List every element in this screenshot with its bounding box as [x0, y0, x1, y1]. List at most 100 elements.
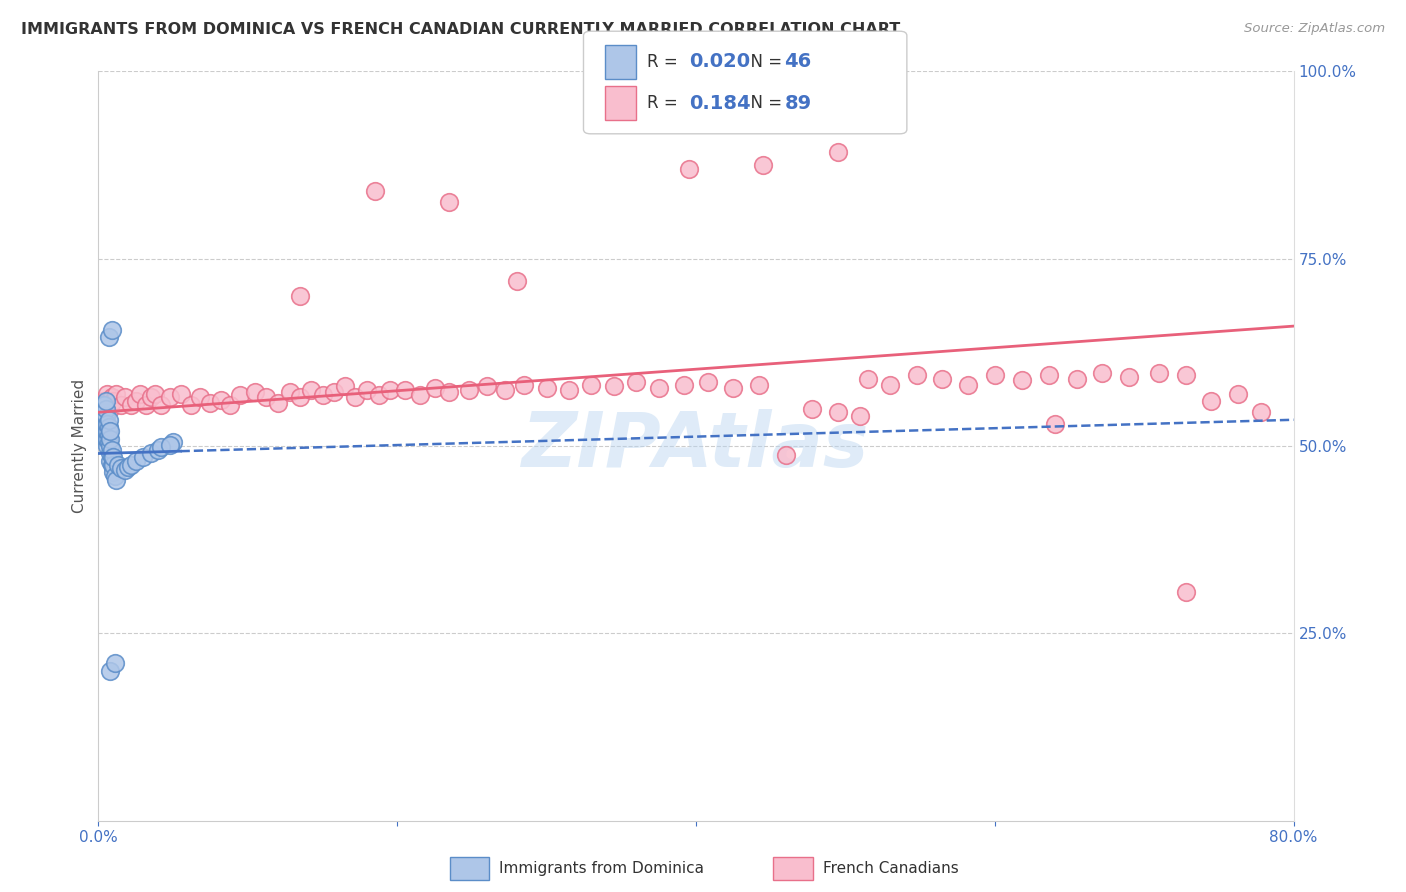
Point — [98, 454, 122, 468]
Point — [723, 380, 745, 394]
Point — [139, 446, 162, 460]
Point — [150, 398, 173, 412]
Point — [1227, 386, 1250, 401]
Point — [254, 390, 277, 404]
Point — [775, 448, 797, 462]
Point — [333, 379, 356, 393]
Point — [96, 424, 118, 438]
Point — [98, 664, 122, 678]
Text: ZIPAtlas: ZIPAtlas — [522, 409, 870, 483]
Point — [378, 383, 401, 397]
Point — [105, 386, 128, 401]
Text: 89: 89 — [785, 94, 811, 112]
Point — [98, 424, 122, 438]
Point — [98, 401, 122, 416]
Point — [1011, 373, 1033, 387]
Point — [801, 401, 824, 416]
Point — [159, 390, 181, 404]
Point — [97, 413, 120, 427]
Point — [96, 386, 118, 401]
Point — [536, 380, 558, 394]
Point — [162, 435, 184, 450]
Point — [200, 395, 222, 409]
Point — [299, 383, 322, 397]
Point — [506, 274, 529, 288]
Point — [105, 473, 128, 487]
Point — [956, 377, 979, 392]
Text: 0.020: 0.020 — [689, 53, 749, 71]
Point — [94, 394, 117, 409]
Point — [143, 386, 166, 401]
Point — [150, 441, 173, 455]
Point — [219, 398, 242, 412]
Point — [1175, 368, 1198, 382]
Point — [581, 377, 603, 392]
Point — [148, 442, 170, 457]
Point — [103, 458, 125, 472]
Point — [558, 383, 581, 397]
Point — [120, 458, 142, 472]
Point — [180, 398, 202, 412]
Point — [905, 368, 928, 382]
Point — [135, 398, 157, 412]
Point — [125, 454, 148, 468]
Point — [117, 460, 139, 475]
Point — [494, 383, 516, 397]
Point — [1147, 366, 1170, 380]
Point — [697, 376, 720, 390]
Point — [96, 417, 118, 431]
Point — [278, 385, 301, 400]
Point — [1250, 405, 1272, 419]
Point — [98, 432, 122, 446]
Text: N =: N = — [740, 53, 787, 70]
Point — [856, 371, 879, 385]
Point — [125, 394, 148, 409]
Point — [513, 377, 536, 392]
Point — [97, 427, 120, 442]
Point — [394, 383, 416, 397]
Point — [603, 379, 626, 393]
Point — [1175, 585, 1198, 599]
Point — [103, 394, 125, 409]
Point — [91, 398, 114, 412]
Point — [368, 388, 391, 402]
Point — [408, 388, 430, 402]
Text: R =: R = — [647, 95, 683, 112]
Point — [114, 390, 136, 404]
Y-axis label: Currently Married: Currently Married — [72, 379, 87, 513]
Point — [323, 385, 346, 400]
Point — [423, 380, 446, 394]
Point — [104, 657, 127, 671]
Point — [344, 390, 367, 404]
Point — [267, 395, 290, 409]
Point — [94, 417, 117, 431]
Point — [159, 437, 181, 451]
Point — [1091, 366, 1114, 380]
Point — [132, 450, 155, 465]
Point — [458, 383, 481, 397]
Point — [110, 461, 132, 475]
Point — [827, 405, 849, 419]
Point — [98, 446, 122, 460]
Point — [94, 424, 117, 438]
Point — [103, 450, 125, 465]
Point — [94, 398, 117, 412]
Point — [110, 398, 132, 412]
Point — [311, 388, 333, 402]
Point — [98, 439, 122, 453]
Point — [439, 195, 461, 210]
Point — [1118, 370, 1140, 384]
Point — [984, 368, 1007, 382]
Text: 46: 46 — [785, 53, 811, 71]
Point — [129, 386, 152, 401]
Point — [101, 390, 124, 404]
Point — [104, 469, 127, 483]
Point — [752, 158, 775, 172]
Text: Immigrants from Dominica: Immigrants from Dominica — [499, 862, 704, 876]
Text: French Canadians: French Canadians — [823, 862, 959, 876]
Point — [1201, 394, 1223, 409]
Point — [96, 432, 118, 446]
Point — [97, 330, 120, 344]
Point — [169, 386, 191, 401]
Text: R =: R = — [647, 53, 683, 70]
